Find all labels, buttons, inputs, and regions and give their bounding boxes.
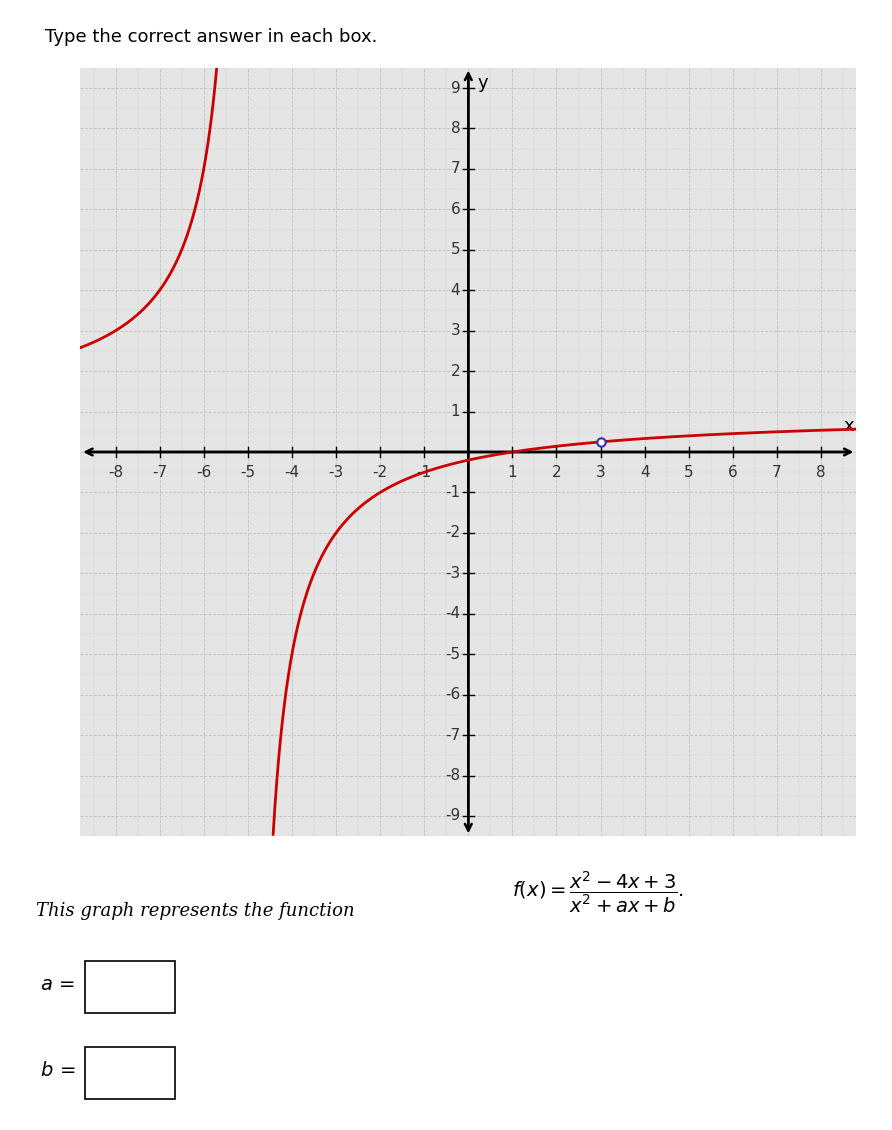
Text: -9: -9 (445, 808, 460, 824)
Text: $b\,=$: $b\,=$ (40, 1061, 76, 1080)
Text: y: y (478, 73, 489, 92)
Text: 4: 4 (450, 282, 460, 297)
Text: -8: -8 (108, 464, 123, 480)
Text: 3: 3 (450, 323, 460, 338)
Text: -8: -8 (445, 768, 460, 783)
Text: -4: -4 (445, 607, 460, 622)
Text: 2: 2 (551, 464, 561, 480)
Text: -4: -4 (285, 464, 300, 480)
Text: -7: -7 (152, 464, 167, 480)
Text: -1: -1 (445, 485, 460, 499)
Text: 2: 2 (450, 364, 460, 379)
Text: 1: 1 (508, 464, 517, 480)
Text: 8: 8 (816, 464, 826, 480)
Text: 3: 3 (596, 464, 606, 480)
Text: 7: 7 (450, 162, 460, 176)
Text: -5: -5 (445, 646, 460, 662)
Text: -6: -6 (196, 464, 211, 480)
Text: $a\,=$: $a\,=$ (40, 976, 75, 994)
Bar (85, 1046, 175, 1098)
Text: -2: -2 (373, 464, 388, 480)
Text: 9: 9 (450, 80, 460, 96)
Text: $f(x) = \dfrac{x^2 - 4x + 3}{x^2 + ax + b}.$: $f(x) = \dfrac{x^2 - 4x + 3}{x^2 + ax + … (512, 869, 683, 915)
Text: -5: -5 (240, 464, 255, 480)
Text: 6: 6 (450, 202, 460, 217)
Text: This graph represents the function: This graph represents the function (36, 902, 354, 920)
Text: -1: -1 (417, 464, 432, 480)
Text: 8: 8 (450, 121, 460, 136)
Text: x: x (844, 417, 855, 435)
Text: 6: 6 (728, 464, 738, 480)
Text: -3: -3 (328, 464, 343, 480)
Text: -2: -2 (445, 525, 460, 540)
Bar (85, 962, 175, 1014)
Text: Type the correct answer in each box.: Type the correct answer in each box. (45, 28, 377, 46)
Text: -7: -7 (445, 728, 460, 742)
Text: -6: -6 (445, 687, 460, 702)
Text: 7: 7 (772, 464, 781, 480)
Text: 4: 4 (640, 464, 649, 480)
Text: -3: -3 (445, 566, 460, 581)
Text: 5: 5 (450, 242, 460, 258)
Text: 1: 1 (450, 405, 460, 419)
Text: 5: 5 (684, 464, 694, 480)
